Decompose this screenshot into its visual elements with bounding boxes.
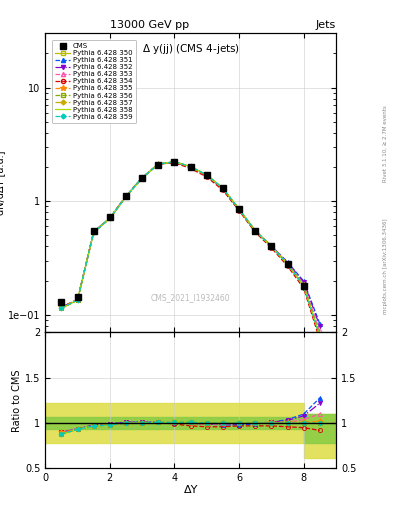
Y-axis label: Ratio to CMS: Ratio to CMS	[12, 369, 22, 432]
Text: CMS_2021_I1932460: CMS_2021_I1932460	[151, 293, 230, 303]
Legend: CMS, Pythia 6.428 350, Pythia 6.428 351, Pythia 6.428 352, Pythia 6.428 353, Pyt: CMS, Pythia 6.428 350, Pythia 6.428 351,…	[51, 40, 136, 123]
X-axis label: ΔY: ΔY	[184, 485, 198, 495]
Text: Rivet 3.1.10, ≥ 2.7M events: Rivet 3.1.10, ≥ 2.7M events	[383, 105, 387, 182]
Text: 13000 GeV pp: 13000 GeV pp	[110, 20, 189, 31]
Text: $\Delta$ y(jj) (CMS 4-jets): $\Delta$ y(jj) (CMS 4-jets)	[141, 42, 240, 56]
Y-axis label: dN/dΔY [a.u.]: dN/dΔY [a.u.]	[0, 151, 5, 215]
Text: mcplots.cern.ch [arXiv:1306.3436]: mcplots.cern.ch [arXiv:1306.3436]	[383, 219, 387, 314]
Text: Jets: Jets	[316, 20, 336, 31]
